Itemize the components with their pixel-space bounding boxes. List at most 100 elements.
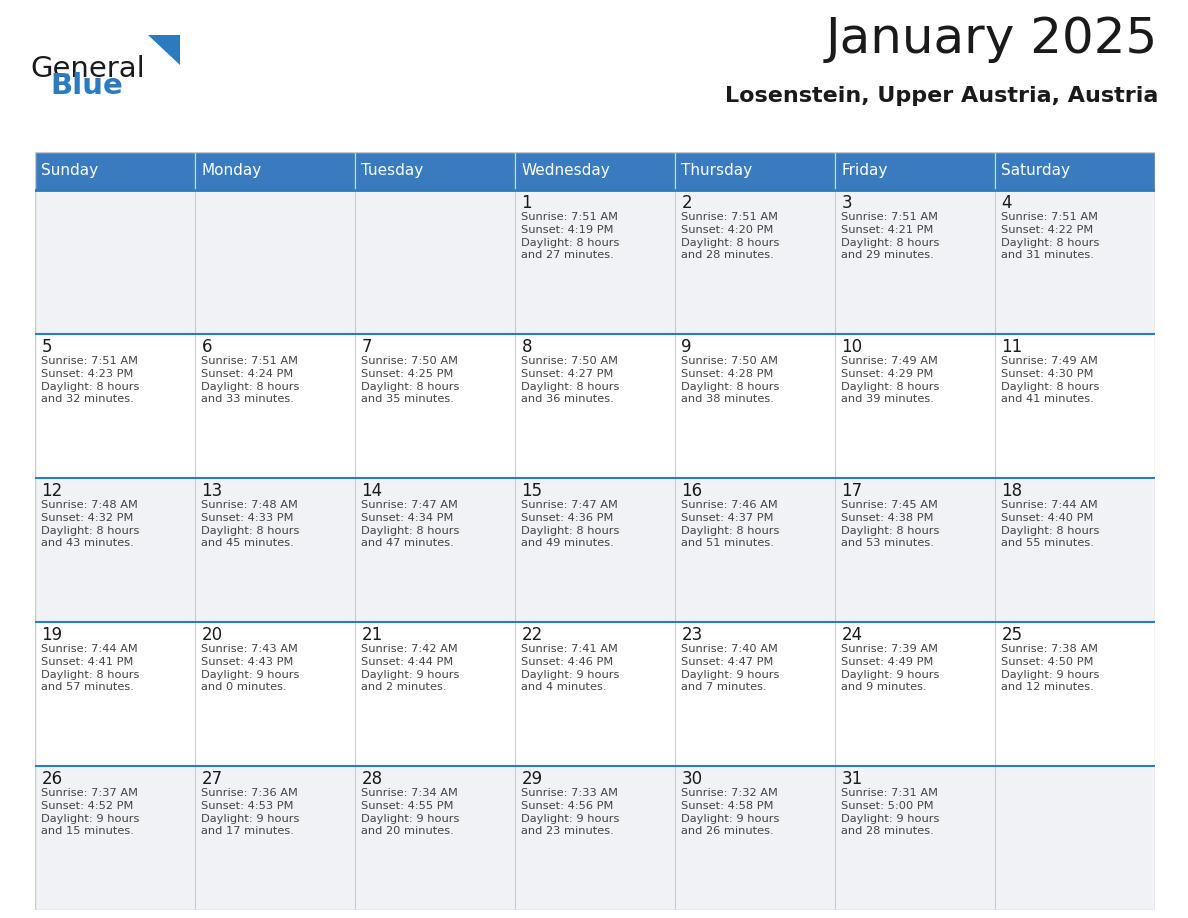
Text: Sunrise: 7:46 AM
Sunset: 4:37 PM
Daylight: 8 hours
and 51 minutes.: Sunrise: 7:46 AM Sunset: 4:37 PM Dayligh… — [682, 500, 779, 548]
Text: 15: 15 — [522, 482, 543, 500]
Text: 1: 1 — [522, 194, 532, 212]
Text: 19: 19 — [42, 626, 63, 644]
Text: 6: 6 — [202, 338, 211, 356]
Bar — [996, 766, 1155, 910]
Text: 10: 10 — [841, 338, 862, 356]
Bar — [516, 622, 675, 766]
Bar — [355, 190, 516, 334]
Text: Sunrise: 7:50 AM
Sunset: 4:28 PM
Daylight: 8 hours
and 38 minutes.: Sunrise: 7:50 AM Sunset: 4:28 PM Dayligh… — [682, 356, 779, 405]
Bar — [675, 622, 835, 766]
Text: Saturday: Saturday — [1001, 163, 1070, 178]
Text: Sunrise: 7:45 AM
Sunset: 4:38 PM
Daylight: 8 hours
and 53 minutes.: Sunrise: 7:45 AM Sunset: 4:38 PM Dayligh… — [841, 500, 940, 548]
Text: Sunrise: 7:48 AM
Sunset: 4:32 PM
Daylight: 8 hours
and 43 minutes.: Sunrise: 7:48 AM Sunset: 4:32 PM Dayligh… — [42, 500, 140, 548]
Text: Sunrise: 7:47 AM
Sunset: 4:36 PM
Daylight: 8 hours
and 49 minutes.: Sunrise: 7:47 AM Sunset: 4:36 PM Dayligh… — [522, 500, 620, 548]
Bar — [195, 334, 355, 478]
Text: 2: 2 — [682, 194, 693, 212]
Bar — [675, 478, 835, 622]
Bar — [516, 766, 675, 910]
Bar — [355, 766, 516, 910]
Text: 27: 27 — [202, 770, 222, 788]
Text: Sunrise: 7:51 AM
Sunset: 4:22 PM
Daylight: 8 hours
and 31 minutes.: Sunrise: 7:51 AM Sunset: 4:22 PM Dayligh… — [1001, 212, 1100, 261]
Bar — [835, 152, 996, 190]
Text: Sunrise: 7:47 AM
Sunset: 4:34 PM
Daylight: 8 hours
and 47 minutes.: Sunrise: 7:47 AM Sunset: 4:34 PM Dayligh… — [361, 500, 460, 548]
Text: Sunrise: 7:50 AM
Sunset: 4:27 PM
Daylight: 8 hours
and 36 minutes.: Sunrise: 7:50 AM Sunset: 4:27 PM Dayligh… — [522, 356, 620, 405]
Text: 9: 9 — [682, 338, 691, 356]
Text: 13: 13 — [202, 482, 222, 500]
Bar — [835, 478, 996, 622]
Bar — [675, 766, 835, 910]
Text: 30: 30 — [682, 770, 702, 788]
Text: Sunrise: 7:49 AM
Sunset: 4:30 PM
Daylight: 8 hours
and 41 minutes.: Sunrise: 7:49 AM Sunset: 4:30 PM Dayligh… — [1001, 356, 1100, 405]
Text: Sunrise: 7:44 AM
Sunset: 4:41 PM
Daylight: 8 hours
and 57 minutes.: Sunrise: 7:44 AM Sunset: 4:41 PM Dayligh… — [42, 644, 140, 692]
Bar — [835, 622, 996, 766]
Bar — [355, 478, 516, 622]
Text: 12: 12 — [42, 482, 63, 500]
Text: Sunrise: 7:51 AM
Sunset: 4:23 PM
Daylight: 8 hours
and 32 minutes.: Sunrise: 7:51 AM Sunset: 4:23 PM Dayligh… — [42, 356, 140, 405]
Text: 29: 29 — [522, 770, 543, 788]
Bar — [996, 152, 1155, 190]
Text: Sunrise: 7:51 AM
Sunset: 4:20 PM
Daylight: 8 hours
and 28 minutes.: Sunrise: 7:51 AM Sunset: 4:20 PM Dayligh… — [682, 212, 779, 261]
Text: 18: 18 — [1001, 482, 1023, 500]
Text: Sunrise: 7:40 AM
Sunset: 4:47 PM
Daylight: 9 hours
and 7 minutes.: Sunrise: 7:40 AM Sunset: 4:47 PM Dayligh… — [682, 644, 779, 692]
Text: Sunrise: 7:39 AM
Sunset: 4:49 PM
Daylight: 9 hours
and 9 minutes.: Sunrise: 7:39 AM Sunset: 4:49 PM Dayligh… — [841, 644, 940, 692]
Bar — [675, 334, 835, 478]
Text: Wednesday: Wednesday — [522, 163, 611, 178]
Text: 11: 11 — [1001, 338, 1023, 356]
Polygon shape — [148, 35, 181, 65]
Text: 14: 14 — [361, 482, 383, 500]
Bar — [34, 334, 195, 478]
Text: 4: 4 — [1001, 194, 1012, 212]
Text: Sunrise: 7:31 AM
Sunset: 5:00 PM
Daylight: 9 hours
and 28 minutes.: Sunrise: 7:31 AM Sunset: 5:00 PM Dayligh… — [841, 788, 940, 836]
Text: Sunrise: 7:36 AM
Sunset: 4:53 PM
Daylight: 9 hours
and 17 minutes.: Sunrise: 7:36 AM Sunset: 4:53 PM Dayligh… — [202, 788, 299, 836]
Bar — [835, 190, 996, 334]
Text: Sunrise: 7:44 AM
Sunset: 4:40 PM
Daylight: 8 hours
and 55 minutes.: Sunrise: 7:44 AM Sunset: 4:40 PM Dayligh… — [1001, 500, 1100, 548]
Text: Sunrise: 7:43 AM
Sunset: 4:43 PM
Daylight: 9 hours
and 0 minutes.: Sunrise: 7:43 AM Sunset: 4:43 PM Dayligh… — [202, 644, 299, 692]
Text: Sunrise: 7:32 AM
Sunset: 4:58 PM
Daylight: 9 hours
and 26 minutes.: Sunrise: 7:32 AM Sunset: 4:58 PM Dayligh… — [682, 788, 779, 836]
Text: Friday: Friday — [841, 163, 887, 178]
Text: Sunrise: 7:50 AM
Sunset: 4:25 PM
Daylight: 8 hours
and 35 minutes.: Sunrise: 7:50 AM Sunset: 4:25 PM Dayligh… — [361, 356, 460, 405]
Text: General: General — [30, 55, 145, 83]
Text: 22: 22 — [522, 626, 543, 644]
Bar — [675, 190, 835, 334]
Text: Sunrise: 7:48 AM
Sunset: 4:33 PM
Daylight: 8 hours
and 45 minutes.: Sunrise: 7:48 AM Sunset: 4:33 PM Dayligh… — [202, 500, 299, 548]
Text: Monday: Monday — [202, 163, 261, 178]
Text: Sunrise: 7:34 AM
Sunset: 4:55 PM
Daylight: 9 hours
and 20 minutes.: Sunrise: 7:34 AM Sunset: 4:55 PM Dayligh… — [361, 788, 460, 836]
Text: Sunrise: 7:37 AM
Sunset: 4:52 PM
Daylight: 9 hours
and 15 minutes.: Sunrise: 7:37 AM Sunset: 4:52 PM Dayligh… — [42, 788, 140, 836]
Text: Sunday: Sunday — [42, 163, 99, 178]
Bar — [355, 152, 516, 190]
Bar — [34, 478, 195, 622]
Text: 31: 31 — [841, 770, 862, 788]
Text: 3: 3 — [841, 194, 852, 212]
Bar — [516, 152, 675, 190]
Text: Tuesday: Tuesday — [361, 163, 424, 178]
Bar — [34, 190, 195, 334]
Text: Sunrise: 7:42 AM
Sunset: 4:44 PM
Daylight: 9 hours
and 2 minutes.: Sunrise: 7:42 AM Sunset: 4:44 PM Dayligh… — [361, 644, 460, 692]
Bar — [195, 478, 355, 622]
Bar — [996, 334, 1155, 478]
Bar — [516, 478, 675, 622]
Text: Sunrise: 7:51 AM
Sunset: 4:21 PM
Daylight: 8 hours
and 29 minutes.: Sunrise: 7:51 AM Sunset: 4:21 PM Dayligh… — [841, 212, 940, 261]
Text: 20: 20 — [202, 626, 222, 644]
Bar — [996, 478, 1155, 622]
Text: 16: 16 — [682, 482, 702, 500]
Text: Sunrise: 7:33 AM
Sunset: 4:56 PM
Daylight: 9 hours
and 23 minutes.: Sunrise: 7:33 AM Sunset: 4:56 PM Dayligh… — [522, 788, 620, 836]
Text: Sunrise: 7:51 AM
Sunset: 4:24 PM
Daylight: 8 hours
and 33 minutes.: Sunrise: 7:51 AM Sunset: 4:24 PM Dayligh… — [202, 356, 299, 405]
Text: 26: 26 — [42, 770, 63, 788]
Text: January 2025: January 2025 — [826, 15, 1158, 63]
Bar — [516, 334, 675, 478]
Bar — [355, 622, 516, 766]
Text: 23: 23 — [682, 626, 702, 644]
Bar — [516, 190, 675, 334]
Bar — [996, 622, 1155, 766]
Text: 5: 5 — [42, 338, 52, 356]
Text: Blue: Blue — [50, 72, 122, 100]
Bar — [34, 152, 195, 190]
Bar — [835, 766, 996, 910]
Text: 28: 28 — [361, 770, 383, 788]
Bar — [195, 766, 355, 910]
Bar — [195, 152, 355, 190]
Text: 25: 25 — [1001, 626, 1023, 644]
Bar — [34, 622, 195, 766]
Text: Sunrise: 7:49 AM
Sunset: 4:29 PM
Daylight: 8 hours
and 39 minutes.: Sunrise: 7:49 AM Sunset: 4:29 PM Dayligh… — [841, 356, 940, 405]
Text: Sunrise: 7:38 AM
Sunset: 4:50 PM
Daylight: 9 hours
and 12 minutes.: Sunrise: 7:38 AM Sunset: 4:50 PM Dayligh… — [1001, 644, 1100, 692]
